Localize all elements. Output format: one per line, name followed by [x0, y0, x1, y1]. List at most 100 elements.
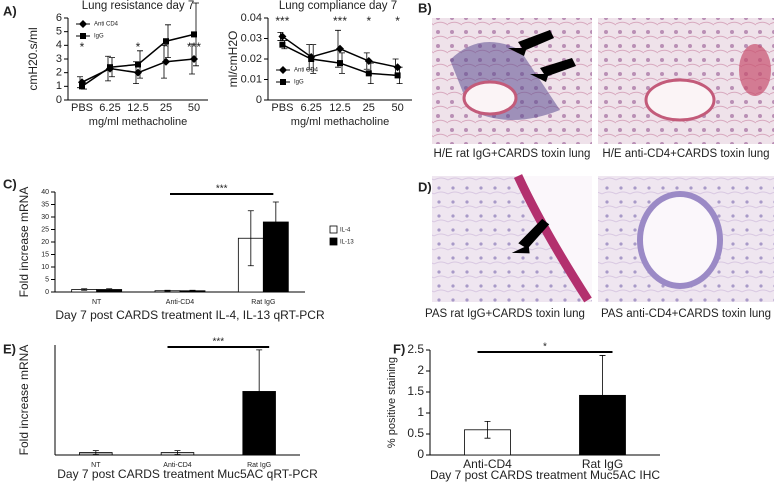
- legend-marker: [279, 66, 287, 74]
- y-tick-label: 10: [41, 264, 49, 271]
- x-tick-label: 50: [391, 102, 403, 114]
- panel-label: C): [3, 176, 17, 191]
- legend-swatch: [329, 225, 338, 234]
- x-axis-label: mg/ml methacholine: [291, 116, 389, 128]
- significance: *: [395, 14, 400, 28]
- legend-label: Anti CD4: [294, 68, 319, 74]
- y-tick-label: 15: [41, 251, 49, 258]
- y-tick-label: 0: [417, 447, 424, 461]
- airway: [462, 80, 518, 116]
- y-tick-label: 2.5: [407, 342, 424, 356]
- point: [336, 44, 344, 53]
- error-bar: [272, 201, 279, 243]
- chart-title: Lung resistance day 7: [82, 0, 195, 12]
- image-caption: H/E anti-CD4+CARDS toxin lung: [602, 148, 769, 160]
- image-caption: PAS anti-CD4+CARDS toxin lung: [601, 308, 771, 320]
- y-axis-label: Fold increase mRNA: [17, 187, 31, 298]
- y-tick-label: 3: [56, 53, 62, 65]
- x-axis-label: mg/ml methacholine: [89, 116, 187, 128]
- x-tick-label: Anti-CD4: [166, 299, 195, 306]
- legend-label: Anti CD4: [94, 22, 119, 28]
- y-tick-label: 0: [56, 94, 62, 106]
- legend-swatch: [329, 237, 338, 246]
- image-panel-d: D) PAS rat IgG+CARDS toxin lung PAS anti…: [418, 174, 774, 320]
- panel-label: B): [418, 0, 432, 15]
- arrow: [511, 218, 550, 254]
- point: [162, 57, 170, 66]
- y-axis-label: cmH20.s/ml: [26, 27, 40, 90]
- goblet-cells: [513, 174, 592, 303]
- point: [308, 56, 315, 62]
- x-tick-label: PBS: [271, 102, 293, 114]
- y-tick-label: 0.03: [241, 32, 262, 44]
- y-tick-label: 0: [256, 94, 262, 106]
- y-tick-label: 5: [45, 276, 49, 283]
- arrow: [508, 30, 554, 56]
- error-bar: [484, 421, 491, 439]
- error-bar: [247, 210, 254, 267]
- y-tick-label: 6: [56, 12, 62, 24]
- legend-marker: [79, 20, 87, 28]
- error-bar: [81, 288, 88, 291]
- x-tick-label: PBS: [71, 102, 93, 114]
- y-tick-label: 1: [417, 405, 424, 419]
- point: [337, 60, 343, 67]
- y-tick-label: 1.5: [407, 384, 424, 398]
- point: [134, 68, 142, 77]
- x-tick-label: Rat IgG: [582, 457, 623, 471]
- significance: *: [136, 40, 141, 54]
- image-caption: PAS rat IgG+CARDS toxin lung: [425, 308, 585, 320]
- y-axis-label: % positive staining: [386, 357, 398, 448]
- legend-label: IgG: [94, 34, 104, 40]
- significance: ***: [187, 40, 201, 54]
- point: [191, 31, 197, 38]
- chart-title: Lung compliance day 7: [279, 0, 397, 12]
- y-tick-label: 2: [417, 363, 424, 377]
- significance: ***: [212, 337, 224, 348]
- x-tick-label: 50: [188, 102, 200, 114]
- point: [163, 38, 169, 45]
- point: [365, 70, 372, 77]
- x-tick-label: 12.5: [127, 102, 148, 114]
- airway: [637, 191, 723, 289]
- x-tick-label: NT: [92, 299, 102, 306]
- airway: [644, 78, 716, 122]
- x-tick-label: Rat IgG: [247, 462, 271, 469]
- legend-label: IL-4: [340, 228, 351, 234]
- y-tick-label: 40: [41, 189, 49, 196]
- y-tick-label: 5: [56, 26, 62, 38]
- panel-label: F): [393, 341, 405, 356]
- arrow: [530, 58, 576, 82]
- y-tick-label: 2: [56, 67, 62, 79]
- x-tick-label: Rat IgG: [251, 299, 275, 306]
- error-bar: [164, 289, 171, 292]
- significance: *: [164, 40, 169, 54]
- error-bar: [106, 288, 113, 291]
- y-tick-label: 1: [56, 80, 62, 92]
- error-bar: [256, 349, 263, 434]
- caption: Day 7 post CARDS treatment Muc5AC IHC: [430, 468, 660, 482]
- y-tick-label: 0.04: [241, 12, 262, 24]
- image-panel-b: B) H/E rat IgG+CARDS toxin lung H/E anti…: [418, 0, 774, 160]
- y-axis-label: Fold increase mRNA: [17, 345, 31, 456]
- significance: *: [366, 14, 371, 28]
- y-tick-label: 35: [41, 201, 49, 208]
- panel-label: E): [3, 341, 16, 356]
- error-bar: [599, 355, 606, 436]
- significance: ***: [333, 14, 347, 28]
- y-tick-label: 0.02: [241, 53, 262, 65]
- x-tick-label: 25: [160, 102, 172, 114]
- y-tick-label: 4: [56, 39, 62, 51]
- point: [279, 41, 286, 48]
- point: [135, 61, 141, 68]
- point: [79, 83, 85, 90]
- y-tick-label: 20: [41, 239, 49, 246]
- vessel: [739, 44, 771, 96]
- point: [107, 64, 113, 71]
- error-bar: [189, 289, 196, 292]
- error-bar: [174, 450, 181, 455]
- significance: *: [80, 40, 85, 54]
- significance: ***: [275, 14, 289, 28]
- y-tick-label: 0.01: [241, 73, 262, 85]
